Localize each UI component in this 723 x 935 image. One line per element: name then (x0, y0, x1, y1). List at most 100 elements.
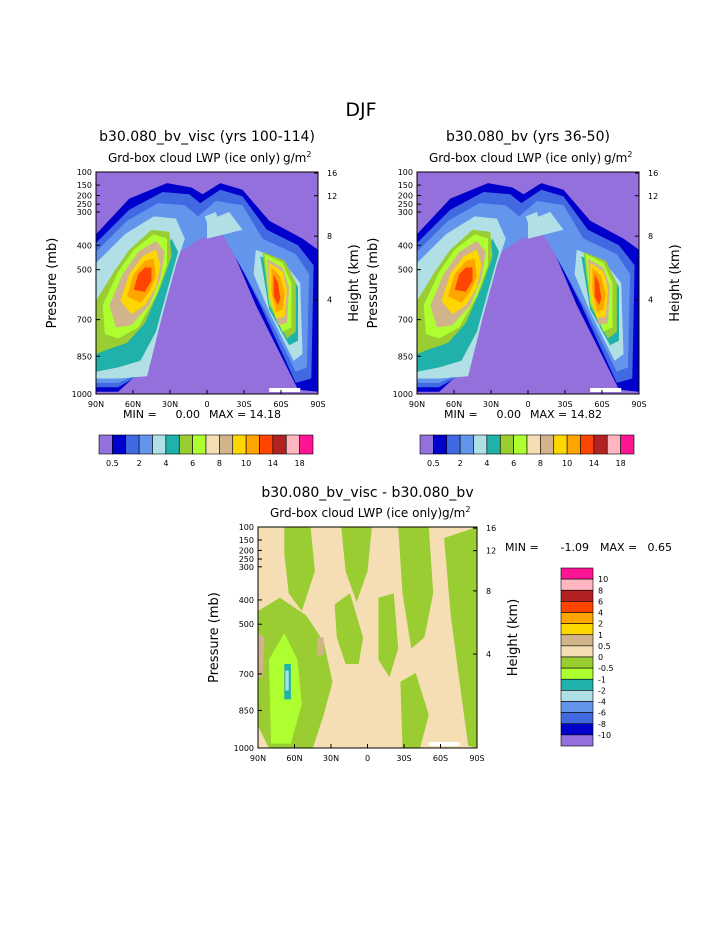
contour-region (317, 637, 324, 656)
colorbar-label: 6 (598, 597, 603, 606)
chart-title: b30.080_bv_visc - b30.080_bv (261, 485, 473, 501)
contour-region (284, 527, 315, 611)
x-tick-label: 60S (273, 400, 288, 409)
colorbar-box (620, 434, 635, 455)
colorbar-box (560, 656, 594, 669)
colorbar-box (419, 434, 434, 455)
min-value: 0.00 (176, 408, 201, 421)
max-value: 14.18 (250, 408, 282, 421)
colorbar-label: 1 (598, 631, 603, 640)
y-tick-label: 850 (77, 352, 92, 361)
colorbar-label: 2 (598, 620, 603, 629)
colorbar-label: 14 (589, 459, 599, 468)
colorbar-label: 14 (268, 459, 278, 468)
colorbar-box (560, 690, 594, 702)
y-tick-label: 150 (239, 536, 254, 545)
missing-data-patch (269, 388, 301, 392)
contour-fills (258, 527, 477, 748)
contour-region (273, 274, 281, 306)
x-tick-label: 90S (469, 754, 484, 763)
colorbar-box (560, 734, 594, 747)
y-right-tick-label: 4 (327, 296, 332, 305)
contour-region (133, 267, 152, 292)
x-tick-label: 90S (310, 400, 325, 409)
colorbar-box (138, 434, 153, 455)
colorbar-box (486, 434, 501, 455)
x-tick-label: 90N (409, 400, 425, 409)
colorbar-label: 10 (598, 575, 608, 584)
chart-panel-2: b30.080_bv (yrs 36-50) Grd-box cloud LWP … (366, 129, 683, 468)
colorbar-label: 4 (484, 459, 489, 468)
colorbar-box (112, 434, 127, 455)
y-tick-label: 850 (239, 706, 254, 715)
colorbar-box (205, 434, 220, 455)
x-tick-label: 30S (557, 400, 572, 409)
y-tick-label: 1000 (393, 390, 413, 399)
chart-title: b30.080_bv (yrs 36-50) (446, 129, 610, 145)
contour-region (341, 527, 372, 603)
y-right-axis-label: Height (km) (668, 244, 683, 321)
x-tick-label: 30N (483, 400, 499, 409)
colorbar-box (433, 434, 448, 455)
y-right-tick-label: 12 (648, 192, 658, 201)
y-right-tick-label: 8 (327, 232, 332, 241)
max-value: 14.82 (571, 408, 603, 421)
chart-units-superscript: 2 (465, 505, 470, 514)
colorbar-label: 2 (458, 459, 463, 468)
colorbar-label: 10 (241, 459, 251, 468)
contour-region (378, 593, 399, 678)
contour-region (334, 593, 364, 664)
y-tick-label: 200 (398, 192, 413, 201)
colorbar-box (446, 434, 461, 455)
y-tick-label: 100 (77, 168, 92, 177)
chart-panel-1: b30.080_bv_visc (yrs 100-114) Grd-box clo… (45, 129, 362, 468)
y-tick-label: 100 (398, 168, 413, 177)
chart-panel-3: b30.080_bv_visc - b30.080_bv Grd-box clou… (207, 485, 672, 763)
colorbar: 0.5 2 4 6 8 10 14 18 (98, 434, 314, 468)
y-right-tick-label: 12 (486, 547, 496, 556)
y-tick-label: 250 (398, 200, 413, 209)
colorbar-box (125, 434, 140, 455)
y-axis-label: Pressure (mb) (45, 238, 60, 329)
colorbar-label: -4 (598, 698, 606, 707)
y-tick-label: 400 (398, 241, 413, 250)
colorbar-box (560, 645, 594, 658)
x-tick-label: 30S (396, 754, 411, 763)
colorbar-box (560, 612, 594, 624)
x-tick-label: 60S (594, 400, 609, 409)
y-right-tick-label: 4 (648, 296, 653, 305)
colorbar-label: 6 (511, 459, 516, 468)
y-tick-label: 150 (77, 181, 92, 190)
y-tick-label: 100 (239, 523, 254, 532)
y-tick-label: 500 (239, 620, 254, 629)
y-tick-label: 700 (77, 316, 92, 325)
y-tick-label: 300 (239, 563, 254, 572)
colorbar-label: -1 (598, 675, 606, 684)
colorbar-box (473, 434, 488, 455)
y-tick-label: 400 (77, 241, 92, 250)
x-tick-label: 60N (446, 400, 462, 409)
colorbar-label: 0.5 (598, 642, 611, 651)
colorbar-label: -2 (598, 686, 606, 695)
y-right-tick-label: 16 (327, 169, 337, 178)
y-right-tick-label: 8 (486, 587, 491, 596)
colorbar-label: 6 (190, 459, 195, 468)
colorbar-box (272, 434, 287, 455)
colorbar-box (560, 589, 594, 602)
colorbar-box (526, 434, 541, 455)
y-right-tick-label: 16 (648, 169, 658, 178)
colorbar-box (593, 434, 608, 455)
colorbar-box (560, 667, 594, 680)
colorbar-box (259, 434, 274, 455)
contour-region (594, 274, 602, 306)
contour-region (258, 633, 265, 678)
colorbar-box (152, 434, 167, 455)
x-tick-label: 30N (162, 400, 178, 409)
chart-title: b30.080_bv_visc (yrs 100-114) (99, 129, 315, 145)
chart-units: g/m2 (604, 150, 632, 165)
y-axis-label: Pressure (mb) (366, 238, 381, 329)
colorbar-box (285, 434, 300, 455)
chart-subtitle: Grd-box cloud LWP (ice only) (270, 506, 442, 520)
max-label: MAX = (530, 408, 567, 421)
y-tick-label: 300 (398, 208, 413, 217)
